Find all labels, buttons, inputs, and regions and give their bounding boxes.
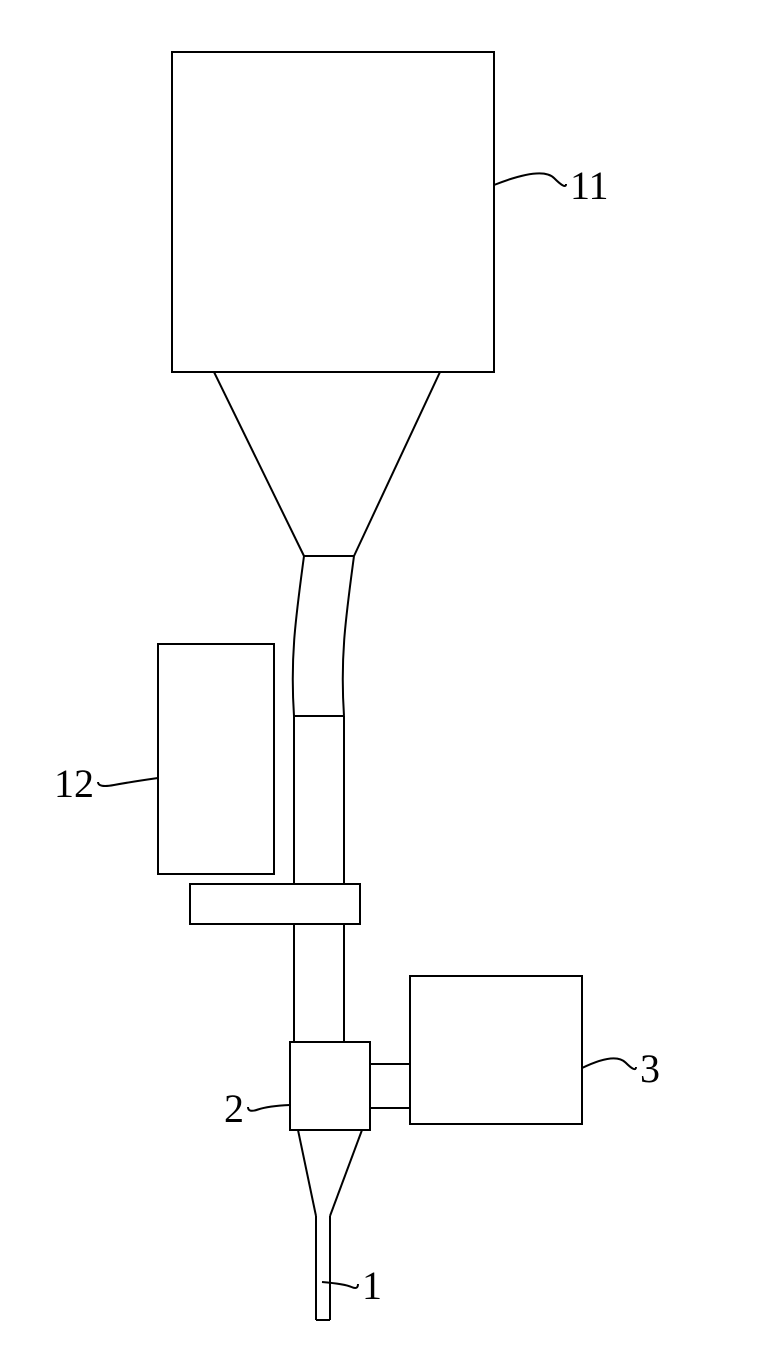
callout-2: 2 [224,1085,244,1132]
callout-1: 1 [362,1262,382,1309]
schematic-diagram [0,0,781,1362]
callout-11: 11 [570,162,609,209]
callout-12: 12 [54,760,94,807]
callout-3: 3 [640,1045,660,1092]
